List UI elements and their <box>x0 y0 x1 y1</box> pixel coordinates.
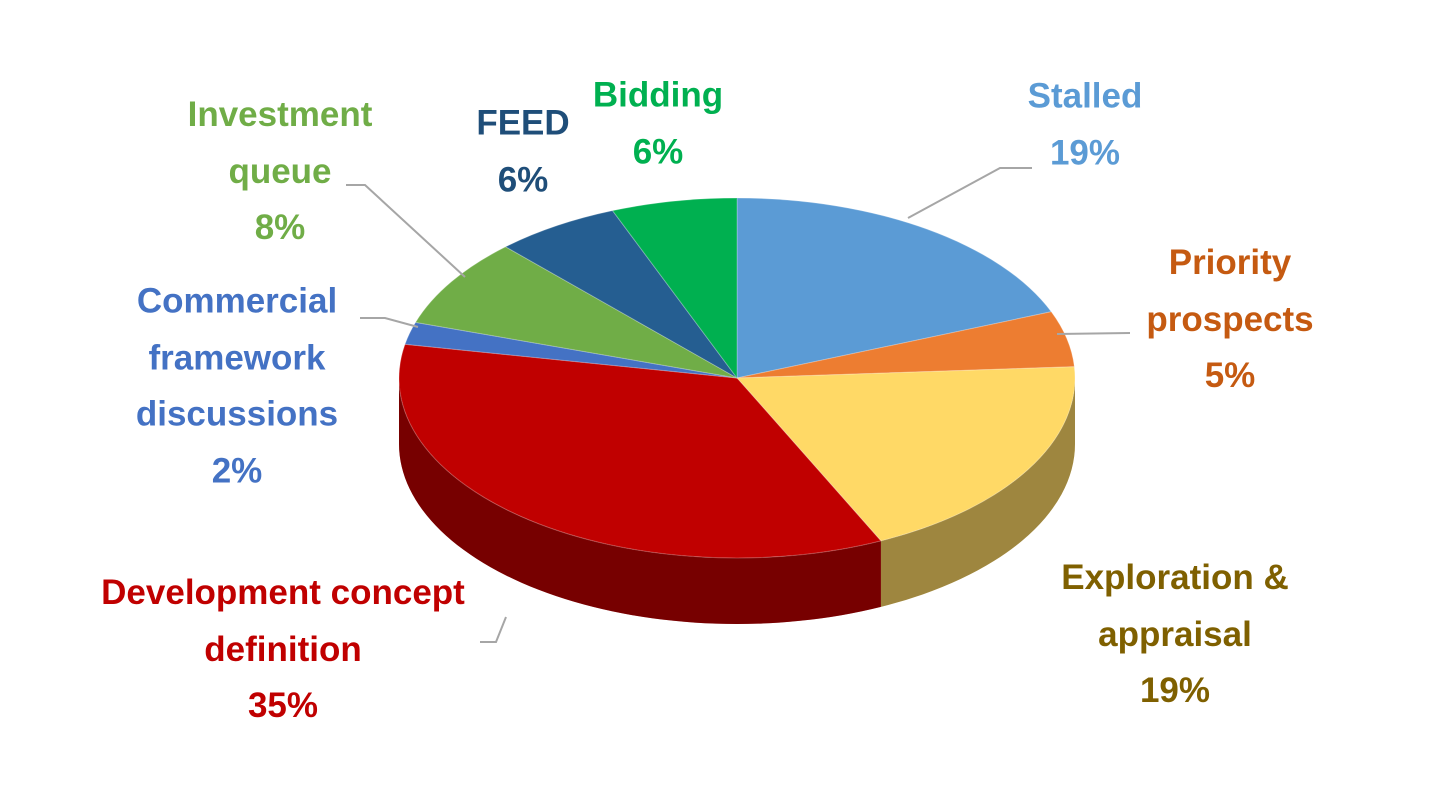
label-name: Bidding <box>592 75 724 115</box>
label-name: Development concept definition <box>101 572 465 669</box>
side-shade <box>880 378 1075 607</box>
label-value: 2% <box>211 451 263 491</box>
slice <box>414 246 738 379</box>
data-label: Stalled 19% <box>935 68 1235 181</box>
label-value: 6% <box>497 160 549 199</box>
label-name: Stalled <box>1027 76 1143 116</box>
label-name: Priority prospects <box>1146 242 1314 339</box>
label-value: 8% <box>254 208 306 248</box>
leader-line <box>1056 332 1131 335</box>
data-label: Bidding 6% <box>558 67 758 180</box>
label-value: 5% <box>1204 356 1256 396</box>
label-name: Investment queue <box>187 94 373 191</box>
slice-side <box>399 378 881 624</box>
label-value: 19% <box>1139 671 1211 711</box>
slice-side <box>880 378 1075 607</box>
slice <box>611 197 738 380</box>
data-label: Commercial framework discussions 2% <box>112 274 362 501</box>
slice <box>404 321 738 379</box>
data-label: Investment queue 8% <box>155 87 405 257</box>
data-label: FEED 6% <box>448 95 598 208</box>
slice <box>504 210 738 379</box>
leader-line <box>346 184 466 278</box>
leader-line <box>907 167 1032 219</box>
data-label: Exploration & appraisal 19% <box>1025 550 1325 720</box>
pie <box>398 197 1076 624</box>
leader-line <box>480 616 507 643</box>
data-label: Priority prospects 5% <box>1115 235 1345 405</box>
label-name: FEED <box>476 103 570 143</box>
label-name: Commercial framework discussions <box>135 281 339 434</box>
leader-line <box>360 317 419 328</box>
slice <box>398 343 882 559</box>
side-shade <box>399 378 881 624</box>
label-value: 35% <box>247 686 319 726</box>
slice <box>736 311 1075 379</box>
slice <box>735 366 1076 542</box>
label-name: Exploration & appraisal <box>1061 557 1289 654</box>
slice <box>736 197 1053 379</box>
label-value: 6% <box>632 132 684 171</box>
label-value: 19% <box>1049 133 1121 172</box>
data-label: Development concept definition 35% <box>58 565 508 735</box>
